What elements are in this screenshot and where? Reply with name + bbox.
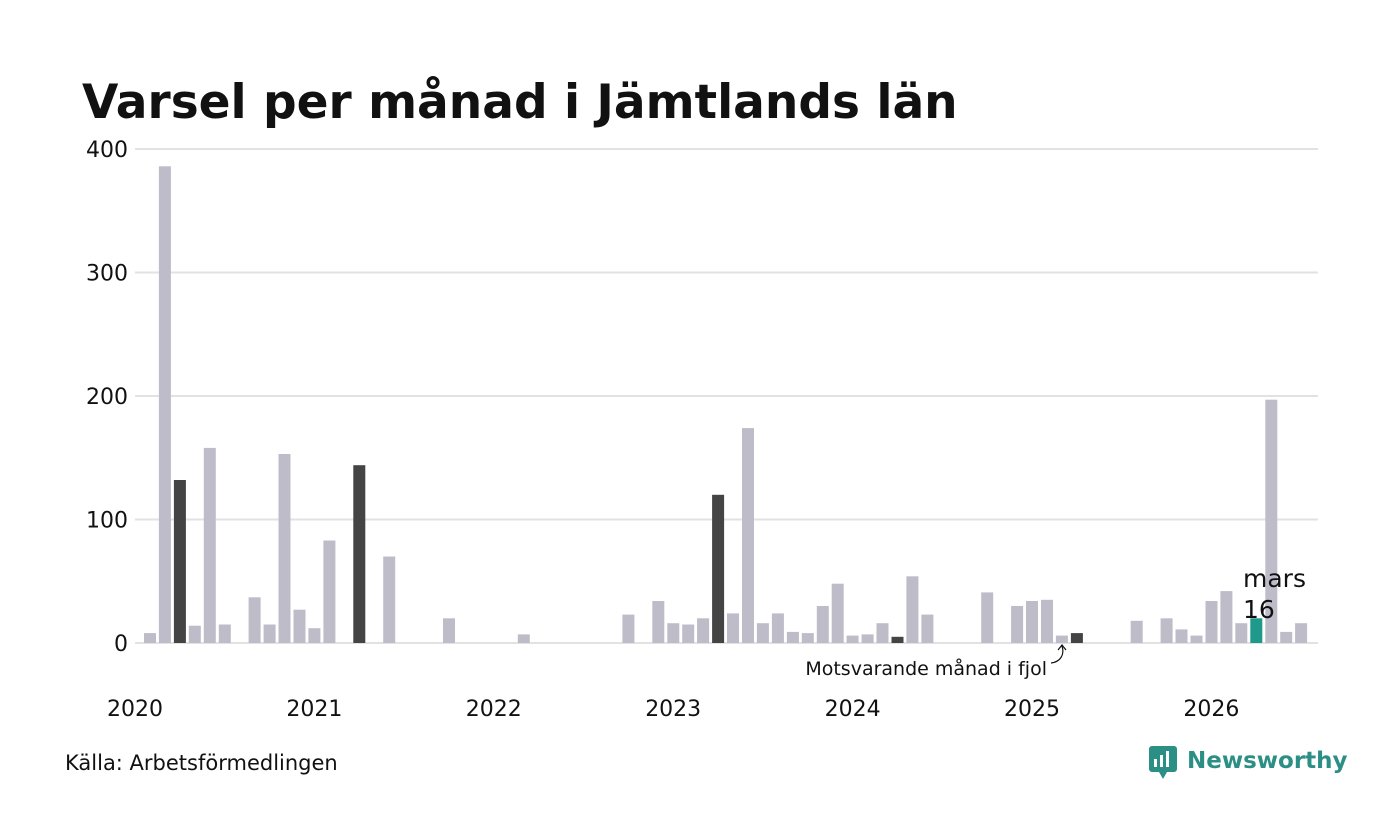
bar-same-month	[1070, 633, 1083, 643]
bar	[622, 614, 635, 643]
bar	[1175, 629, 1188, 643]
x-tick-label: 2026	[1183, 697, 1239, 722]
brand-name: Newsworthy	[1187, 748, 1348, 774]
annotation-arrowhead	[1057, 644, 1067, 651]
gridlines	[135, 148, 1318, 644]
source-text: Källa: Arbetsförmedlingen	[65, 751, 338, 775]
bar	[293, 609, 306, 643]
bar-same-month	[173, 480, 186, 643]
bar	[308, 628, 321, 643]
bar	[667, 623, 680, 643]
bar	[443, 618, 455, 643]
bar	[1295, 623, 1308, 643]
bar	[1026, 601, 1038, 643]
bar	[1190, 635, 1203, 643]
y-axis: 0 100 200 300 400	[86, 138, 128, 657]
bar	[1160, 618, 1173, 643]
bar	[921, 614, 934, 643]
bar	[1011, 606, 1024, 643]
bar	[786, 631, 799, 643]
bar	[158, 166, 171, 644]
bar	[846, 635, 859, 643]
bar	[816, 606, 829, 643]
bar	[383, 556, 396, 643]
bar	[981, 592, 994, 643]
bar	[144, 633, 156, 643]
y-tick-label: 100	[86, 509, 128, 534]
bar	[831, 583, 844, 643]
bar	[203, 447, 216, 643]
bar	[1055, 635, 1068, 643]
bar	[801, 633, 814, 643]
bar	[697, 618, 710, 643]
x-tick-label: 2022	[466, 697, 522, 722]
x-axis: 2020 2021 2022 2023 2024 2025 2026	[107, 697, 1239, 722]
bar	[1265, 399, 1278, 643]
bar	[1235, 623, 1248, 643]
bar	[278, 454, 291, 643]
y-tick-label: 300	[86, 262, 128, 287]
current-month-label: mars	[1243, 564, 1306, 593]
bar	[188, 625, 201, 643]
bar-same-month	[353, 465, 366, 643]
bar-same-month	[891, 636, 904, 643]
bar	[906, 576, 919, 643]
y-tick-label: 400	[86, 138, 128, 163]
bar	[682, 624, 695, 643]
y-tick-label: 0	[114, 632, 128, 657]
bar-same-month	[712, 494, 725, 643]
y-tick-label: 200	[86, 385, 128, 410]
x-tick-label: 2025	[1004, 697, 1060, 722]
x-tick-label: 2023	[645, 697, 701, 722]
chart-title: Varsel per månad i Jämtlands län	[82, 75, 958, 130]
bar	[263, 624, 276, 643]
annotation-text: Motsvarande månad i fjol	[805, 657, 1047, 680]
newsworthy-logo-icon	[1149, 746, 1177, 779]
bar	[1130, 620, 1143, 643]
bar	[756, 623, 769, 643]
x-tick-label: 2021	[286, 697, 342, 722]
bar	[248, 597, 261, 643]
bar	[742, 428, 754, 643]
bar	[1041, 599, 1053, 643]
bar	[652, 601, 665, 643]
bar	[1205, 601, 1218, 643]
x-tick-label: 2020	[107, 697, 163, 722]
bar	[218, 624, 231, 643]
bar	[1220, 591, 1233, 643]
annotation-arrow	[1050, 645, 1064, 664]
x-tick-label: 2024	[825, 697, 881, 722]
bar	[323, 540, 336, 643]
bar	[727, 613, 739, 643]
bar	[876, 623, 889, 643]
bar	[1280, 631, 1293, 643]
current-month-value: 16	[1243, 595, 1275, 624]
bar-current	[1250, 618, 1263, 643]
bars	[144, 166, 1308, 644]
bar	[517, 634, 530, 643]
bar	[861, 634, 874, 643]
bar	[771, 613, 784, 643]
